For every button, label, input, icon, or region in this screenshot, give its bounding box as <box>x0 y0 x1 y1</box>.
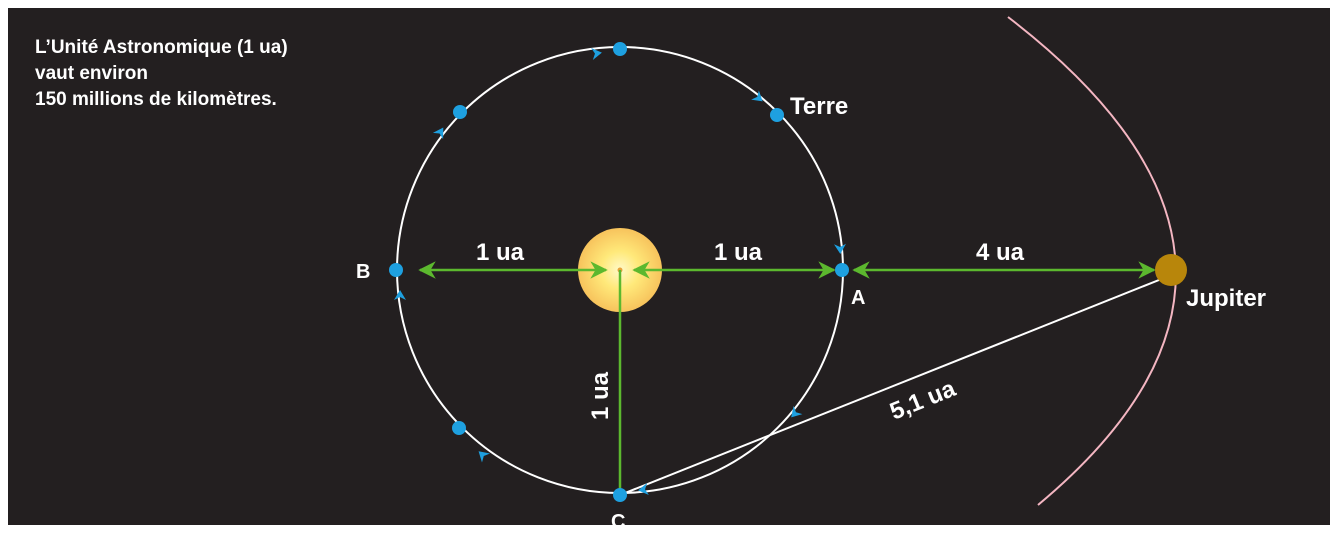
jupiter-orbit <box>1007 16 1177 506</box>
distance-a-to-jupiter: 4 ua <box>976 239 1025 266</box>
earth-dot-top <box>613 42 627 56</box>
orbit-direction-arrows <box>394 48 846 495</box>
earth-positions <box>389 42 849 502</box>
orbit-arrow-1 <box>591 48 602 60</box>
diagram-canvas: Terre Jupiter A B C 1 ua 1 ua 4 ua 1 ua … <box>8 8 1330 525</box>
earth-dot-b <box>389 263 403 277</box>
distance-sun-to-a: 1 ua <box>714 239 763 266</box>
au-definition-line-3: 150 millions de kilomètres. <box>35 89 277 110</box>
distance-c-to-jupiter: 5,1 ua <box>886 375 960 426</box>
label-terre: Terre <box>790 93 848 120</box>
orbit-arrow-4 <box>791 405 803 418</box>
orbit-arrow-6 <box>478 451 491 463</box>
earth-dot-lower-left <box>452 421 466 435</box>
orbit-arrow-2 <box>751 90 763 102</box>
label-point-a: A <box>851 287 865 309</box>
orbit-arrow-3 <box>834 243 846 254</box>
distance-sun-to-b: 1 ua <box>476 239 525 266</box>
label-jupiter: Jupiter <box>1186 285 1266 312</box>
earth-dot-c <box>613 488 627 502</box>
label-point-b: B <box>356 261 370 283</box>
au-definition-text: L’Unité Astronomique (1 ua) vaut environ… <box>35 35 288 113</box>
au-definition-line-1: L’Unité Astronomique (1 ua) <box>35 37 288 58</box>
earth-dot-upper-left <box>453 105 467 119</box>
orbit-arrow-7 <box>394 290 406 300</box>
label-point-c: C <box>611 511 625 525</box>
au-definition-line-2: vaut environ <box>35 63 148 84</box>
distance-sun-to-c: 1 ua <box>587 371 614 420</box>
earth-dot-a <box>835 263 849 277</box>
jupiter <box>1155 254 1187 286</box>
earth-dot-terre <box>770 108 784 122</box>
orbit-diagram: Terre Jupiter A B C 1 ua 1 ua 4 ua 1 ua … <box>356 16 1266 525</box>
orbit-arrow-8 <box>432 127 444 140</box>
orbit-arrow-5 <box>638 483 649 495</box>
line-c-to-jupiter <box>619 277 1165 496</box>
